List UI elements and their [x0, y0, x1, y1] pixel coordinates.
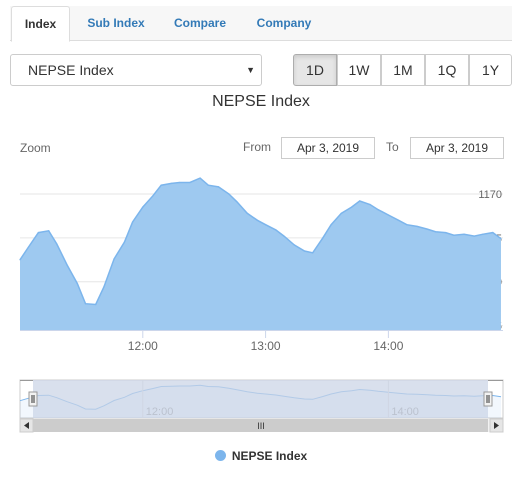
legend-item[interactable]: NEPSE Index	[0, 449, 522, 463]
data-point	[377, 209, 379, 211]
data-point	[56, 243, 58, 245]
series-line	[19, 177, 502, 306]
arrow-right-icon	[494, 422, 499, 429]
data-point	[330, 224, 332, 226]
to-date-input[interactable]: Apr 3, 2019	[410, 137, 504, 159]
data-point	[27, 246, 29, 249]
data-point	[170, 182, 172, 184]
data-point	[189, 181, 191, 184]
data-point	[152, 195, 154, 197]
navigator-handle[interactable]	[28, 391, 38, 407]
data-point	[66, 264, 68, 266]
data-point	[236, 201, 238, 203]
navigator-selection[interactable]	[33, 380, 488, 418]
tab-index[interactable]: Index	[11, 6, 70, 42]
legend-label: NEPSE Index	[231, 449, 308, 463]
data-point	[246, 212, 248, 214]
data-point	[387, 214, 389, 216]
tab-sub-index[interactable]: Sub Index	[87, 16, 145, 30]
data-point	[103, 286, 105, 288]
chart-title: NEPSE Index	[212, 93, 310, 110]
range-1q-button[interactable]: 1Q	[425, 54, 469, 86]
data-point	[293, 244, 295, 246]
data-point	[416, 225, 418, 227]
data-point	[142, 206, 144, 208]
data-point	[37, 232, 40, 234]
data-point	[303, 250, 306, 252]
data-point	[453, 234, 455, 236]
y-tick-label: 1170	[478, 189, 502, 201]
data-point	[95, 303, 97, 306]
data-point	[48, 230, 50, 232]
data-point	[283, 235, 285, 237]
data-point	[19, 259, 21, 261]
range-1m-button[interactable]: 1M	[381, 54, 425, 86]
index-select[interactable]: NEPSE Index ▼	[10, 54, 262, 86]
data-point	[179, 181, 181, 184]
data-point	[199, 177, 201, 179]
data-point	[322, 237, 324, 239]
data-point	[228, 193, 230, 195]
data-point	[123, 241, 125, 243]
data-point	[256, 219, 258, 221]
data-point	[207, 184, 209, 186]
to-label: To	[386, 140, 399, 154]
range-1y-button[interactable]: 1Y	[469, 54, 512, 86]
tab-compare[interactable]: Compare	[173, 16, 226, 30]
x-tick-label: 13:00	[251, 339, 281, 353]
zoom-label: Zoom	[20, 141, 51, 155]
data-point	[132, 221, 134, 223]
chevron-down-icon: ▼	[246, 65, 255, 75]
data-point	[434, 231, 437, 233]
data-point	[369, 203, 371, 206]
data-point	[500, 238, 502, 240]
scrollbar-grip-icon: III	[257, 421, 265, 431]
data-point	[312, 252, 314, 254]
data-point	[445, 232, 447, 234]
data-point	[463, 233, 465, 235]
from-date-input[interactable]: Apr 3, 2019	[281, 137, 375, 159]
x-tick-label: 12:00	[128, 339, 158, 353]
scrollbar-thumb[interactable]	[33, 419, 488, 432]
data-point	[76, 282, 78, 285]
tab-company[interactable]: Company	[256, 16, 312, 30]
data-point	[351, 206, 353, 208]
data-point	[340, 212, 342, 214]
data-point	[406, 224, 408, 226]
data-point	[84, 303, 87, 305]
navigator-handle[interactable]	[483, 391, 493, 407]
data-point	[481, 233, 484, 235]
data-point	[426, 228, 428, 230]
series-area	[20, 178, 501, 330]
range-1d-button[interactable]: 1D	[293, 54, 337, 86]
range-1w-button[interactable]: 1W	[337, 54, 381, 86]
arrow-left-icon	[24, 422, 29, 429]
tab-bar: Index Sub Index Compare Company	[10, 6, 512, 42]
data-point	[160, 184, 162, 186]
legend-marker	[214, 450, 226, 461]
data-point	[265, 224, 267, 226]
data-point	[473, 235, 475, 237]
data-point	[275, 229, 277, 231]
data-point	[398, 219, 400, 221]
data-point	[113, 258, 115, 260]
x-tick-label: 14:00	[373, 339, 403, 353]
data-point	[217, 186, 220, 188]
index-select-value: NEPSE Index	[28, 62, 114, 78]
from-label: From	[243, 140, 271, 154]
data-point	[359, 200, 361, 202]
data-point	[492, 232, 494, 234]
